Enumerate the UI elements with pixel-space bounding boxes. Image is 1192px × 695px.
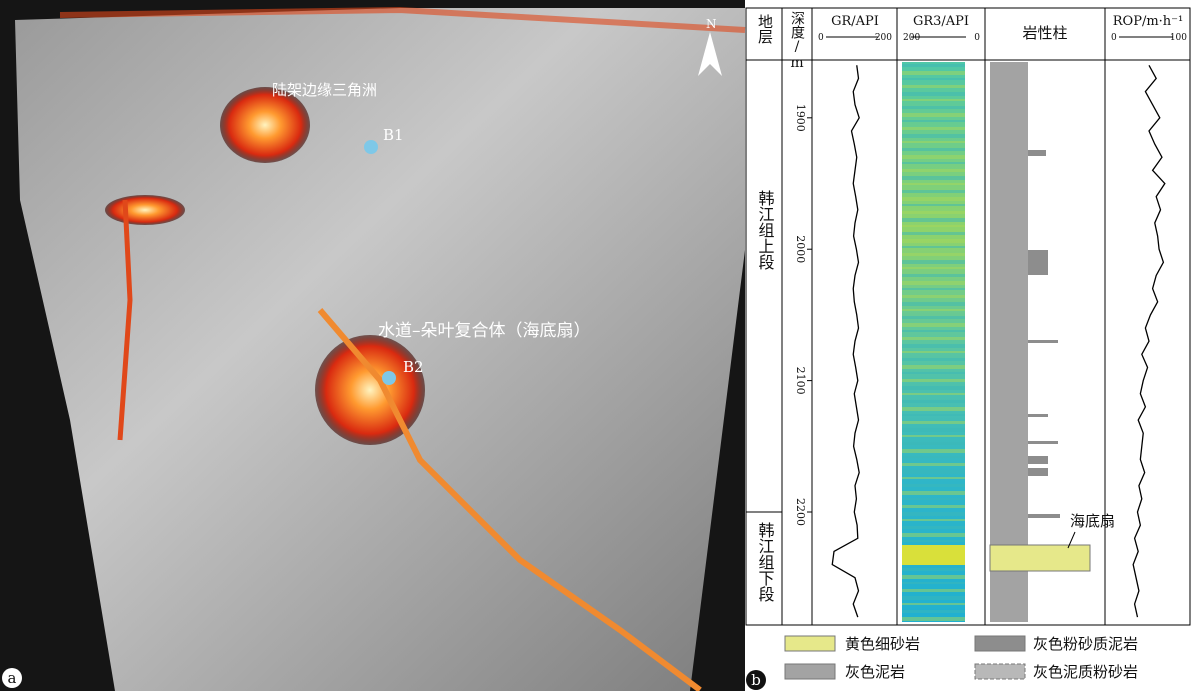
legend-label: 灰色泥岩: [845, 663, 905, 681]
legend-swatch: [785, 664, 835, 679]
lithology-mudstone: [990, 62, 1028, 622]
strata-label: 韩江组下段: [756, 522, 775, 602]
anomaly: [105, 195, 185, 225]
lithology-silt: [1028, 150, 1060, 518]
annotation: B1: [383, 126, 404, 144]
legend-swatch: [975, 664, 1025, 679]
depth-tick-label: 2000: [794, 235, 807, 263]
strata-label: 韩江组上段: [756, 190, 775, 270]
log-curve: [832, 65, 859, 617]
track-scale: 0: [1111, 33, 1117, 43]
annotation: 陆架边缘三角洲: [272, 81, 377, 99]
figure: 陆架边缘三角洲 B1 水道–朵叶复合体（海底扇） B2 N a 地层 深度/m …: [0, 0, 1192, 691]
panel-label: a: [8, 669, 17, 687]
north-label: N: [706, 17, 717, 31]
gr3-sand: [902, 545, 965, 565]
track-scale: 0: [818, 33, 824, 43]
depth-tick-label: 2200: [794, 498, 807, 526]
depth-tick-label: 1900: [794, 104, 807, 132]
track-title: ROP/m·h⁻¹: [1113, 14, 1183, 29]
legend-label: 灰色泥质粉砂岩: [1033, 663, 1138, 681]
legend-label: 灰色粉砂质泥岩: [1033, 635, 1138, 653]
lithology-sand: [990, 545, 1090, 571]
header: 深度/m: [789, 11, 805, 71]
annotation: 海底扇: [1070, 512, 1115, 530]
track-scale: 0: [974, 33, 980, 43]
track-scale: 200: [875, 33, 892, 43]
fan-anomaly: [315, 335, 425, 445]
header: 地层: [756, 14, 774, 44]
track-title: GR/API: [831, 14, 879, 29]
track-scale: 100: [1170, 33, 1187, 43]
track-title: GR3/API: [913, 14, 969, 29]
legend-swatch: [975, 636, 1025, 651]
annotation: 水道–朵叶复合体（海底扇）: [378, 321, 591, 341]
header: 岩性柱: [1022, 24, 1067, 42]
gr3-fill: [902, 62, 965, 622]
log-frame: [746, 8, 1190, 625]
well-b1: [364, 140, 378, 154]
depth-tick-label: 2100: [794, 367, 807, 395]
annotation: B2: [403, 358, 424, 376]
log-curve: [1133, 65, 1165, 617]
legend-label: 黄色细砂岩: [845, 635, 920, 653]
track-scale: 200: [903, 33, 920, 43]
well-b2: [382, 371, 396, 385]
legend-swatch: [785, 636, 835, 651]
panel-label: b: [751, 671, 761, 689]
